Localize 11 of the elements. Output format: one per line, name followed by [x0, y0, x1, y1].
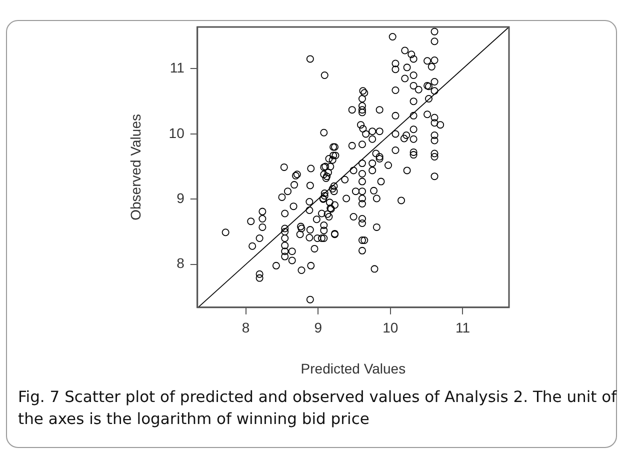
caption: Fig. 7 Scatter plot of predicted and observed values of Analysis 2. The unit of the axes is the logarithm of winning bid price	[18, 387, 618, 430]
x-axis-title: Predicted Values	[300, 360, 406, 376]
x-tick-label: 11	[455, 320, 470, 336]
x-tick-label: 8	[242, 320, 250, 336]
y-tick-label: 8	[176, 255, 185, 272]
y-tick-label: 9	[176, 190, 185, 206]
y-tick-label: 10	[168, 124, 185, 141]
y-tick-label: 11	[170, 60, 185, 76]
x-tick-label: 10	[382, 320, 398, 336]
y-axis-title: Observed Values	[127, 114, 144, 220]
x-tick-label: 9	[314, 320, 322, 336]
